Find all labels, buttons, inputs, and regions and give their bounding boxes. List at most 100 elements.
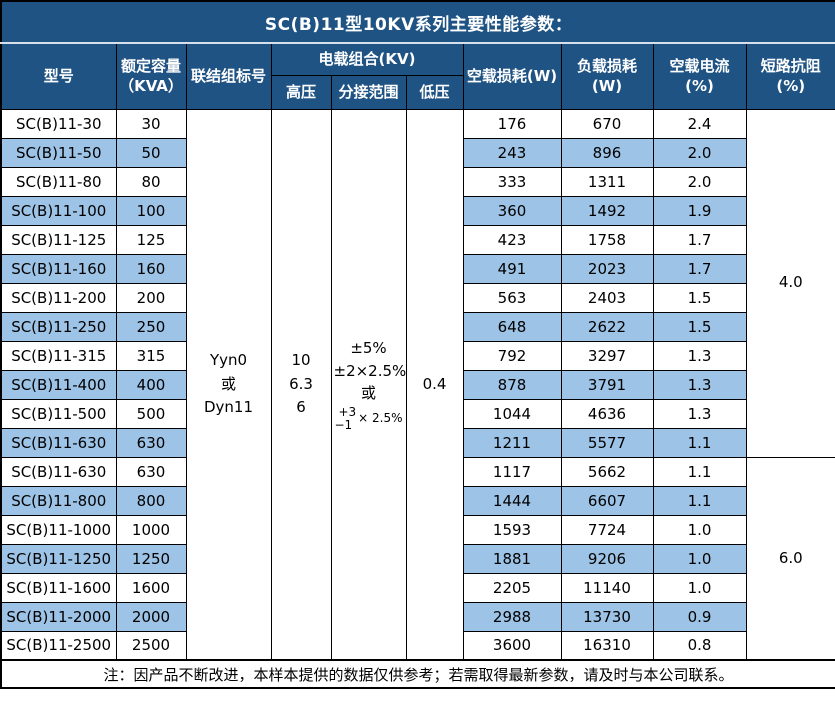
cell-no-load-loss: 1444 xyxy=(462,485,562,516)
cell-no-load-current: 1.0 xyxy=(652,572,747,603)
cell-load-loss: 6607 xyxy=(560,485,654,516)
col-header-capacity-line1: 额定容量 xyxy=(120,57,181,75)
cell-impedance-group2: 6.0 xyxy=(745,456,835,661)
hv-line: 6 xyxy=(296,397,306,416)
col-header-impedance: 短路抗阻(%) xyxy=(745,42,835,110)
cell-no-load-loss: 878 xyxy=(462,369,562,400)
cell-no-load-current: 1.3 xyxy=(652,369,747,400)
cell-no-load-loss: 2988 xyxy=(462,601,562,632)
cell-no-load-loss: 360 xyxy=(462,195,562,226)
cell-model: SC(B)11-315 xyxy=(0,340,117,371)
cell-load-loss: 9206 xyxy=(560,543,654,574)
cell-high-voltage: 10 6.3 6 xyxy=(270,108,332,661)
cell-load-loss: 5577 xyxy=(560,427,654,458)
col-header-voltage-combo: 电载组合(KV) xyxy=(270,42,464,76)
cell-capacity: 630 xyxy=(115,456,187,487)
cell-load-loss: 7724 xyxy=(560,514,654,545)
tap-fraction: +3 −1 × 2.5% xyxy=(334,406,404,431)
cell-load-loss: 11140 xyxy=(560,572,654,603)
cell-capacity: 125 xyxy=(115,224,187,255)
tap-fraction-bottom: −1 xyxy=(334,417,353,432)
connection-line: 或 xyxy=(220,374,236,393)
cell-load-loss: 16310 xyxy=(560,630,654,661)
cell-no-load-loss: 2205 xyxy=(462,572,562,603)
cell-no-load-current: 1.1 xyxy=(652,456,747,487)
cell-no-load-current: 2.4 xyxy=(652,108,747,139)
cell-capacity: 1600 xyxy=(115,572,187,603)
cell-low-voltage: 0.4 xyxy=(405,108,464,661)
cell-model: SC(B)11-500 xyxy=(0,398,117,429)
cell-capacity: 1000 xyxy=(115,514,187,545)
cell-model: SC(B)11-200 xyxy=(0,282,117,313)
cell-no-load-loss: 491 xyxy=(462,253,562,284)
cell-model: SC(B)11-1000 xyxy=(0,514,117,545)
cell-model: SC(B)11-50 xyxy=(0,137,117,168)
cell-model: SC(B)11-630 xyxy=(0,456,117,487)
cell-model: SC(B)11-400 xyxy=(0,369,117,400)
cell-capacity: 400 xyxy=(115,369,187,400)
cell-capacity: 500 xyxy=(115,398,187,429)
cell-capacity: 800 xyxy=(115,485,187,516)
cell-no-load-current: 1.5 xyxy=(652,282,747,313)
cell-no-load-current: 1.5 xyxy=(652,311,747,342)
col-header-no-load-current: 空载电流(%) xyxy=(652,42,747,110)
cell-model: SC(B)11-800 xyxy=(0,485,117,516)
cell-no-load-loss: 333 xyxy=(462,166,562,197)
cell-model: SC(B)11-2500 xyxy=(0,630,117,661)
cell-no-load-loss: 1881 xyxy=(462,543,562,574)
cell-load-loss: 2023 xyxy=(560,253,654,284)
hv-line: 6.3 xyxy=(289,374,313,393)
cell-capacity: 2000 xyxy=(115,601,187,632)
cell-no-load-loss: 176 xyxy=(462,108,562,139)
footer-note: 注：因产品不断改进，本样本提供的数据仅供参考；若需取得最新参数，请及时与本公司联… xyxy=(0,659,835,689)
col-header-capacity-line2: （KVA） xyxy=(119,77,183,96)
cell-no-load-current: 1.1 xyxy=(652,485,747,516)
cell-no-load-current: 1.3 xyxy=(652,398,747,429)
cell-capacity: 80 xyxy=(115,166,187,197)
col-header-model: 型号 xyxy=(0,42,117,110)
cell-no-load-current: 1.3 xyxy=(652,340,747,371)
cell-no-load-loss: 648 xyxy=(462,311,562,342)
cell-no-load-loss: 1593 xyxy=(462,514,562,545)
cell-no-load-current: 1.0 xyxy=(652,543,747,574)
col-header-load-loss: 负载损耗(W) xyxy=(560,42,654,110)
cell-load-loss: 3791 xyxy=(560,369,654,400)
cell-no-load-current: 0.9 xyxy=(652,601,747,632)
cell-no-load-current: 0.8 xyxy=(652,630,747,661)
cell-model: SC(B)11-160 xyxy=(0,253,117,284)
cell-no-load-loss: 243 xyxy=(462,137,562,168)
cell-no-load-current: 1.9 xyxy=(652,195,747,226)
cell-load-loss: 13730 xyxy=(560,601,654,632)
cell-no-load-current: 2.0 xyxy=(652,137,747,168)
cell-impedance-group1: 4.0 xyxy=(745,108,835,458)
cell-no-load-loss: 792 xyxy=(462,340,562,371)
connection-line: Yyn0 xyxy=(209,351,248,370)
cell-no-load-current: 1.0 xyxy=(652,514,747,545)
col-header-tap-range: 分接范围 xyxy=(330,74,407,110)
cell-capacity: 30 xyxy=(115,108,187,139)
cell-model: SC(B)11-1600 xyxy=(0,572,117,603)
cell-capacity: 200 xyxy=(115,282,187,313)
hv-line: 10 xyxy=(291,351,311,370)
cell-no-load-current: 2.0 xyxy=(652,166,747,197)
cell-load-loss: 1758 xyxy=(560,224,654,255)
cell-capacity: 1250 xyxy=(115,543,187,574)
cell-load-loss: 670 xyxy=(560,108,654,139)
tap-fraction-suffix: × 2.5% xyxy=(358,411,403,426)
cell-capacity: 315 xyxy=(115,340,187,371)
col-header-high-voltage: 高压 xyxy=(270,74,332,110)
cell-model: SC(B)11-630 xyxy=(0,427,117,458)
cell-no-load-current: 1.1 xyxy=(652,427,747,458)
cell-load-loss: 896 xyxy=(560,137,654,168)
tap-fraction-top: +3 xyxy=(338,404,357,419)
cell-load-loss: 4636 xyxy=(560,398,654,429)
connection-line: Dyn11 xyxy=(203,397,254,416)
cell-capacity: 50 xyxy=(115,137,187,168)
cell-no-load-loss: 1117 xyxy=(462,456,562,487)
cell-capacity: 100 xyxy=(115,195,187,226)
cell-model: SC(B)11-80 xyxy=(0,166,117,197)
cell-model: SC(B)11-125 xyxy=(0,224,117,255)
cell-capacity: 250 xyxy=(115,311,187,342)
cell-no-load-loss: 1044 xyxy=(462,398,562,429)
